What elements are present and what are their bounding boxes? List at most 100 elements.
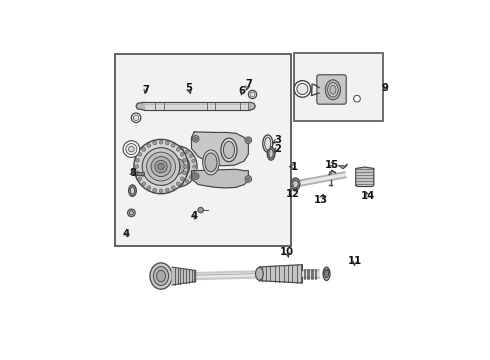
Polygon shape <box>192 169 248 188</box>
Circle shape <box>172 162 180 171</box>
Circle shape <box>164 180 168 183</box>
Circle shape <box>245 176 252 183</box>
Circle shape <box>147 186 151 190</box>
Circle shape <box>183 165 187 168</box>
Circle shape <box>153 141 157 145</box>
Polygon shape <box>250 102 255 110</box>
Circle shape <box>250 92 255 97</box>
Text: 7: 7 <box>143 85 149 95</box>
Text: 8: 8 <box>129 168 136 179</box>
Text: 4: 4 <box>123 229 130 239</box>
Circle shape <box>153 188 157 192</box>
Text: 12: 12 <box>286 189 300 199</box>
Circle shape <box>160 175 163 179</box>
Bar <box>115 54 292 246</box>
Circle shape <box>180 152 184 156</box>
Bar <box>294 53 383 121</box>
Polygon shape <box>356 167 374 186</box>
Circle shape <box>180 148 184 151</box>
Circle shape <box>354 95 360 102</box>
Circle shape <box>131 113 141 122</box>
Ellipse shape <box>223 141 235 158</box>
Circle shape <box>193 135 199 142</box>
Ellipse shape <box>128 185 136 197</box>
Circle shape <box>157 165 160 168</box>
Ellipse shape <box>256 267 263 280</box>
Circle shape <box>134 139 188 194</box>
Circle shape <box>127 209 135 217</box>
Circle shape <box>246 177 250 181</box>
Ellipse shape <box>324 270 328 278</box>
Text: 3: 3 <box>274 135 281 145</box>
Text: 4: 4 <box>191 211 198 221</box>
Circle shape <box>193 165 196 168</box>
Ellipse shape <box>265 137 271 150</box>
Circle shape <box>189 154 193 158</box>
FancyBboxPatch shape <box>317 75 346 104</box>
Circle shape <box>246 139 250 142</box>
Polygon shape <box>136 102 145 110</box>
Text: 1: 1 <box>291 162 297 172</box>
Circle shape <box>176 147 180 151</box>
Circle shape <box>189 175 193 179</box>
Circle shape <box>172 186 175 190</box>
Circle shape <box>164 150 168 154</box>
Circle shape <box>294 81 311 97</box>
Circle shape <box>248 90 257 99</box>
Circle shape <box>194 137 197 140</box>
Text: 6: 6 <box>239 86 246 96</box>
Circle shape <box>155 146 197 187</box>
Text: 5: 5 <box>185 82 192 93</box>
Circle shape <box>135 165 139 168</box>
Circle shape <box>198 207 203 213</box>
Circle shape <box>128 146 134 152</box>
Circle shape <box>194 175 197 178</box>
Circle shape <box>192 159 195 163</box>
Text: 15: 15 <box>324 159 339 170</box>
Circle shape <box>180 177 184 181</box>
Text: 10: 10 <box>280 247 294 257</box>
Circle shape <box>151 157 171 176</box>
Circle shape <box>163 153 190 180</box>
Circle shape <box>138 152 142 156</box>
Ellipse shape <box>267 147 275 160</box>
Circle shape <box>129 211 133 215</box>
Ellipse shape <box>328 82 338 97</box>
Circle shape <box>142 148 180 185</box>
Circle shape <box>136 158 140 162</box>
Circle shape <box>174 147 178 150</box>
Circle shape <box>169 148 172 151</box>
Circle shape <box>157 159 161 163</box>
Circle shape <box>174 183 178 186</box>
Circle shape <box>172 144 175 147</box>
Ellipse shape <box>205 153 217 172</box>
Polygon shape <box>192 132 248 166</box>
Ellipse shape <box>325 80 341 100</box>
Bar <box>135 172 144 175</box>
Circle shape <box>245 137 252 144</box>
Circle shape <box>147 144 151 147</box>
Ellipse shape <box>203 150 219 175</box>
Circle shape <box>160 154 163 158</box>
Circle shape <box>158 163 164 170</box>
Text: 11: 11 <box>348 256 362 266</box>
Circle shape <box>183 158 187 162</box>
Circle shape <box>168 158 185 175</box>
Circle shape <box>123 141 140 157</box>
Circle shape <box>329 171 332 174</box>
Text: 2: 2 <box>274 144 281 153</box>
Polygon shape <box>259 265 302 283</box>
Circle shape <box>185 150 189 154</box>
Text: 14: 14 <box>361 191 375 201</box>
Circle shape <box>142 182 146 186</box>
Ellipse shape <box>269 149 273 158</box>
Ellipse shape <box>221 138 237 162</box>
Circle shape <box>180 182 184 185</box>
Circle shape <box>193 173 199 180</box>
Ellipse shape <box>330 85 336 94</box>
Circle shape <box>176 182 180 186</box>
Circle shape <box>192 170 195 174</box>
Circle shape <box>136 171 140 175</box>
Circle shape <box>159 189 163 193</box>
Circle shape <box>297 84 308 94</box>
